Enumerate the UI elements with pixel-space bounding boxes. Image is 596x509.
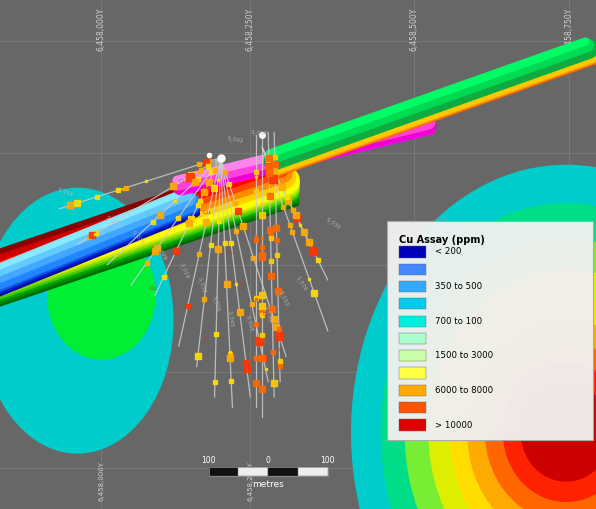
Bar [399, 316, 426, 327]
Text: S_016: S_016 [57, 187, 74, 197]
Bar [399, 333, 426, 344]
Ellipse shape [522, 384, 596, 481]
Text: Cu: Cu [226, 250, 235, 256]
Text: 6,458,500Y: 6,458,500Y [409, 8, 419, 51]
Bar [399, 281, 426, 292]
Bar [298, 467, 328, 476]
Text: 0: 0 [266, 456, 271, 465]
Text: metres: metres [252, 480, 284, 489]
Bar [399, 385, 426, 396]
Text: Cu: Cu [203, 337, 211, 342]
Text: S_030: S_030 [325, 216, 342, 231]
Ellipse shape [468, 321, 596, 509]
Text: 100: 100 [321, 456, 335, 465]
Text: > 10000: > 10000 [435, 420, 473, 430]
Text: Cu: Cu [149, 286, 157, 291]
Text: S_018: S_018 [104, 214, 121, 228]
Text: 1500 to 3000: 1500 to 3000 [435, 351, 493, 360]
Text: 700 to 100: 700 to 100 [435, 317, 482, 326]
Ellipse shape [504, 364, 596, 501]
Bar [399, 298, 426, 309]
Text: S_010: S_010 [277, 290, 290, 307]
Ellipse shape [48, 232, 155, 359]
Text: 6000 to 8000: 6000 to 8000 [435, 386, 493, 395]
Text: Cu: Cu [262, 312, 271, 317]
Text: S_035: S_035 [131, 230, 146, 246]
Text: S_038: S_038 [244, 315, 254, 332]
Text: Cu: Cu [274, 347, 283, 352]
Ellipse shape [486, 344, 596, 509]
Text: 6,458,750Y: 6,458,750Y [564, 8, 574, 51]
Text: S_019: S_019 [179, 262, 190, 279]
Text: < 200: < 200 [435, 247, 461, 257]
Text: S_076: S_076 [295, 274, 309, 292]
Text: 6,458,500Y: 6,458,500Y [411, 462, 417, 501]
Text: Cu: Cu [179, 179, 187, 184]
Text: 6,458,000Y: 6,458,000Y [98, 461, 104, 501]
Text: S_050: S_050 [250, 129, 268, 136]
Bar [399, 264, 426, 275]
Text: 6,458,250Y: 6,458,250Y [246, 8, 255, 51]
Text: Cu Assay (ppm): Cu Assay (ppm) [399, 235, 485, 245]
Text: S_042: S_042 [226, 136, 244, 144]
Bar [399, 402, 426, 413]
Ellipse shape [450, 298, 596, 509]
Bar [268, 467, 298, 476]
Bar [209, 467, 238, 476]
Bar [399, 246, 426, 258]
Text: 100: 100 [201, 456, 216, 465]
Text: 6,458,000Y: 6,458,000Y [97, 8, 106, 51]
Text: Cu: Cu [238, 281, 247, 286]
Ellipse shape [381, 204, 596, 509]
Text: S_025: S_025 [212, 295, 221, 312]
Text: 350 to 500: 350 to 500 [435, 282, 482, 291]
Bar [238, 467, 268, 476]
Text: S_045: S_045 [226, 310, 234, 327]
Ellipse shape [429, 270, 596, 509]
Bar [399, 367, 426, 379]
Ellipse shape [405, 239, 596, 509]
Ellipse shape [0, 188, 173, 453]
Text: 6,458,250Y: 6,458,250Y [247, 462, 253, 501]
Bar [399, 419, 426, 431]
Text: Cu: Cu [203, 210, 211, 215]
FancyBboxPatch shape [387, 221, 593, 440]
Ellipse shape [352, 165, 596, 509]
Text: S_029: S_029 [155, 244, 168, 261]
Bar [209, 467, 328, 476]
Text: S_033: S_033 [197, 277, 207, 294]
Text: S_088: S_088 [262, 305, 274, 322]
Bar [399, 350, 426, 361]
